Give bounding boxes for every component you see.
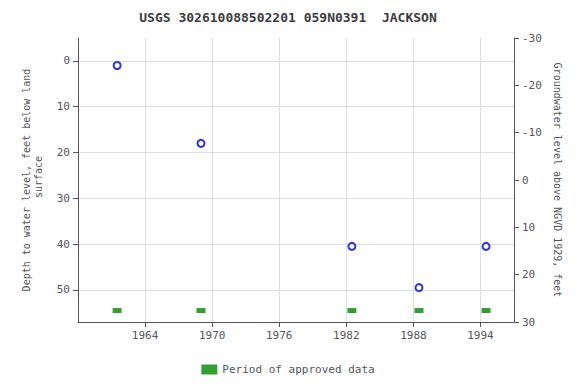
svg-text:1982: 1982 — [333, 329, 360, 342]
svg-text:1976: 1976 — [266, 329, 293, 342]
svg-text:0: 0 — [522, 174, 529, 187]
svg-text:20: 20 — [57, 146, 70, 159]
svg-text:1970: 1970 — [199, 329, 226, 342]
svg-text:1988: 1988 — [400, 329, 427, 342]
svg-text:-20: -20 — [522, 79, 542, 92]
svg-text:30: 30 — [57, 192, 70, 205]
svg-text:Groundwater level above NGVD 1: Groundwater level above NGVD 1929, feet — [552, 63, 563, 298]
svg-text:USGS 302610088502201 059N0391: USGS 302610088502201 059N0391 JACKSON — [139, 10, 437, 25]
svg-text:20: 20 — [522, 268, 535, 281]
svg-text:1964: 1964 — [132, 329, 159, 342]
svg-text:1994: 1994 — [467, 329, 494, 342]
svg-text:10: 10 — [522, 221, 535, 234]
svg-text:10: 10 — [57, 100, 70, 113]
svg-text:50: 50 — [57, 283, 70, 296]
svg-text:30: 30 — [522, 316, 535, 329]
svg-text:0: 0 — [63, 54, 70, 67]
svg-text:-30: -30 — [522, 32, 542, 45]
svg-text:Depth to water level, feet bel: Depth to water level, feet below land — [21, 69, 32, 292]
svg-text:Period of approved data: Period of approved data — [222, 363, 374, 376]
svg-text:surface: surface — [33, 156, 44, 204]
svg-text:-10: -10 — [522, 126, 542, 139]
svg-text:40: 40 — [57, 238, 70, 251]
